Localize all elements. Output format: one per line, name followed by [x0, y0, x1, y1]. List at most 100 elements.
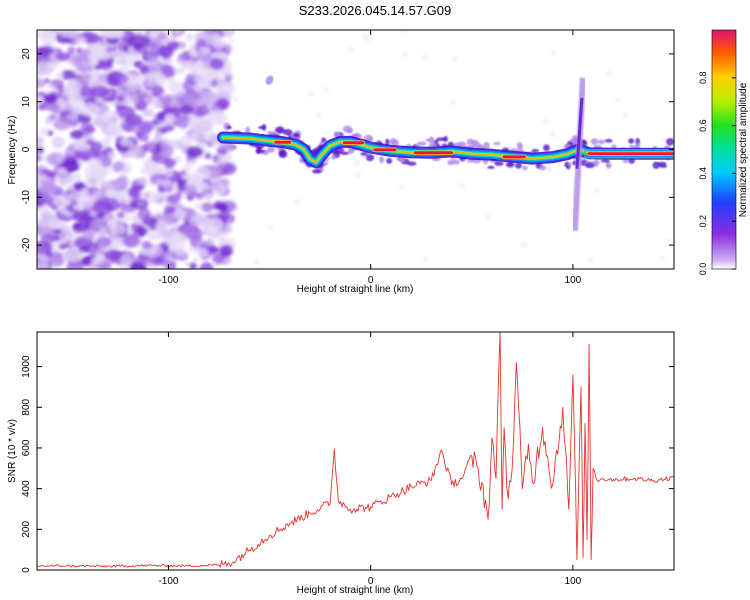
noise-blob — [82, 74, 92, 81]
noise-blob — [45, 249, 53, 258]
noise-blob — [220, 161, 226, 167]
noise-blob — [545, 164, 551, 169]
noise-blob — [199, 241, 211, 251]
noise-blob — [37, 137, 45, 147]
noise-blob — [165, 58, 174, 65]
noise-blob — [99, 30, 116, 38]
noise-blob — [78, 161, 84, 168]
noise-blob — [37, 78, 46, 89]
noise-blob — [204, 33, 217, 46]
noise-blob — [144, 163, 162, 175]
noise-blob — [364, 37, 370, 42]
noise-blob — [138, 265, 145, 269]
noise-blob — [48, 177, 56, 185]
noise-blob — [196, 192, 204, 199]
noise-blob — [185, 61, 196, 70]
noise-blob — [127, 34, 151, 48]
snr-xlabel: Height of straight line (km) — [297, 585, 414, 596]
noise-blob — [141, 108, 154, 118]
noise-blob — [37, 60, 48, 73]
noise-blob — [127, 45, 135, 52]
noise-blob — [120, 253, 135, 266]
noise-blob — [136, 226, 148, 237]
noise-blob — [43, 93, 57, 104]
ridge-blob — [604, 138, 613, 143]
noise-blob — [112, 161, 125, 172]
ridge-blob — [515, 162, 522, 169]
noise-blob — [191, 104, 210, 118]
ridge-blob — [278, 150, 288, 159]
noise-blob — [354, 160, 360, 165]
ridge-blob — [346, 127, 354, 133]
noise-blob — [167, 81, 186, 94]
colorbar-gradient — [711, 29, 737, 270]
noise-blob — [116, 95, 124, 103]
noise-blob — [147, 224, 157, 231]
noise-blob — [211, 50, 226, 61]
noise-blob — [220, 244, 234, 257]
noise-blob — [99, 186, 107, 195]
noise-blob — [51, 205, 58, 211]
ridge-blob — [265, 75, 274, 85]
noise-blob — [210, 104, 220, 111]
noise-blob — [186, 146, 204, 158]
transient-core — [575, 97, 584, 169]
spectrogram-ytick-label: 0 — [21, 146, 32, 152]
noise-blob — [58, 30, 80, 39]
noise-blob — [138, 176, 148, 186]
noise-blob — [37, 181, 42, 189]
ridge-blob — [226, 125, 232, 130]
noise-blob — [89, 85, 109, 98]
noise-blob — [211, 182, 227, 195]
noise-blob — [137, 255, 152, 264]
noise-blob — [75, 36, 87, 44]
noise-blob — [59, 243, 66, 250]
noise-blob — [166, 195, 175, 203]
noise-blob — [218, 237, 227, 246]
spectrogram-ytick-label: -20 — [21, 237, 32, 252]
noise-blob — [198, 248, 209, 257]
noise-blob — [101, 110, 120, 124]
noise-blob — [254, 260, 260, 265]
noise-blob — [587, 258, 593, 263]
noise-blob — [176, 190, 183, 197]
noise-blob — [423, 257, 429, 262]
noise-blob — [203, 182, 208, 188]
noise-blob — [60, 69, 76, 80]
noise-blob — [92, 201, 114, 215]
noise-blob — [184, 161, 191, 167]
noise-blob — [459, 183, 465, 188]
noise-blob — [550, 132, 556, 137]
noise-blob — [76, 47, 83, 54]
noise-blob — [46, 102, 61, 112]
ridge-blob — [494, 161, 504, 166]
noise-blob — [108, 223, 127, 235]
ridge-blob — [452, 159, 460, 165]
ridge-layer — [217, 75, 674, 231]
noise-blob — [67, 191, 84, 201]
noise-blob — [135, 131, 143, 139]
noise-blob — [402, 30, 408, 33]
noise-blob — [205, 226, 217, 238]
noise-blob — [154, 212, 167, 221]
noise-blob — [125, 247, 132, 253]
noise-blob — [190, 70, 199, 77]
noise-blob — [665, 238, 671, 243]
spectrogram-ylabel: Frequency (Hz) — [7, 116, 18, 185]
noise-blob — [164, 125, 175, 132]
ridge-blob — [258, 125, 267, 130]
noise-blob — [216, 98, 230, 110]
noise-blob — [180, 134, 193, 147]
ridge-blob — [517, 143, 524, 152]
noise-blob — [149, 231, 163, 240]
colorbar-label: Normalized spectral amplitude — [738, 82, 749, 217]
noise-blob — [171, 237, 180, 246]
noise-blob — [308, 91, 314, 96]
ridge-blob — [385, 138, 390, 146]
ridge-blob — [378, 156, 385, 164]
noise-blob — [80, 255, 92, 267]
noise-blob — [316, 113, 322, 118]
noise-blob — [74, 222, 82, 229]
noise-blob — [137, 207, 151, 221]
noise-blob — [67, 96, 82, 108]
